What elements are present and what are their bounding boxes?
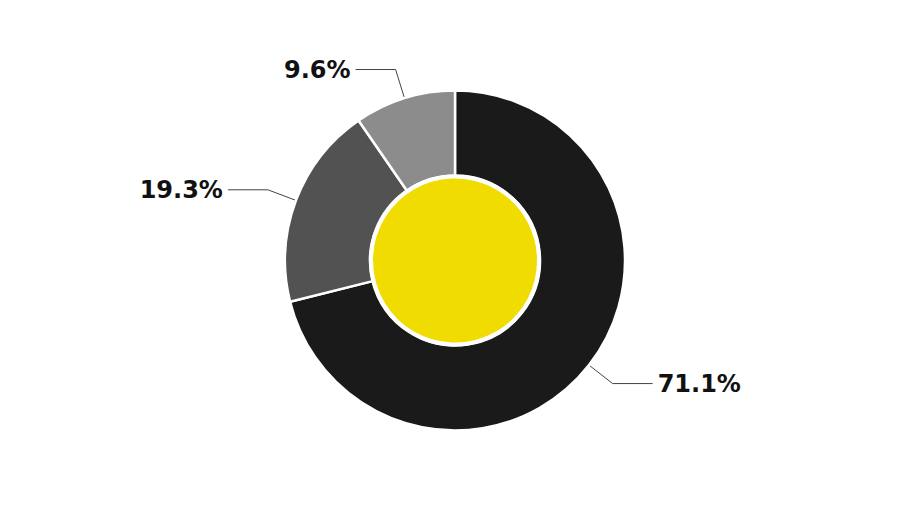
svg-text:71.1%: 71.1%: [658, 370, 741, 398]
svg-text:9.6%: 9.6%: [284, 56, 351, 84]
svg-text:19.3%: 19.3%: [140, 176, 223, 204]
